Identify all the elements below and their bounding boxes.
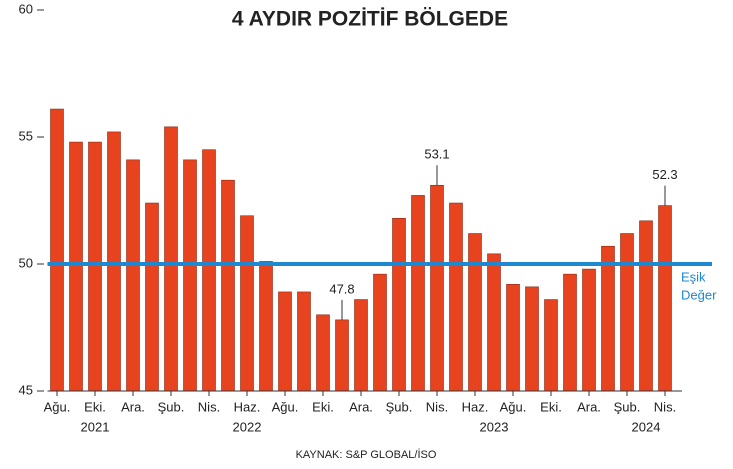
x-tick-label: Şub. xyxy=(386,399,413,414)
data-label: 53.1 xyxy=(424,147,449,162)
y-tick-label: 60 xyxy=(19,1,33,16)
bar xyxy=(544,299,558,392)
data-label: 47.8 xyxy=(329,281,354,296)
y-tick-label: 45 xyxy=(19,382,33,397)
x-tick-label: Ara. xyxy=(121,399,145,414)
bar xyxy=(525,286,539,392)
bar xyxy=(221,179,235,392)
bar xyxy=(449,202,463,392)
bar xyxy=(411,195,425,392)
y-tick-label: 50 xyxy=(19,255,33,270)
bar xyxy=(50,108,64,392)
year-label: 2022 xyxy=(233,419,262,434)
bar xyxy=(88,141,102,392)
bar xyxy=(563,273,577,392)
bar xyxy=(639,220,653,392)
bar xyxy=(487,253,501,392)
bar xyxy=(202,149,216,392)
bar xyxy=(601,245,615,392)
x-tick-label: Ara. xyxy=(349,399,373,414)
x-tick-label: Ağu. xyxy=(272,399,299,414)
bar xyxy=(373,273,387,392)
x-tick-label: Nis. xyxy=(426,399,448,414)
year-label: 2024 xyxy=(632,419,661,434)
x-tick-label: Nis. xyxy=(198,399,220,414)
x-tick-label: Ağu. xyxy=(44,399,71,414)
x-tick-label: Ağu. xyxy=(500,399,527,414)
bar xyxy=(240,215,254,392)
chart-title: 4 AYDIR POZİTİF BÖLGEDE xyxy=(232,8,508,31)
threshold-label: Değer xyxy=(681,287,717,302)
bar xyxy=(354,299,368,392)
year-label: 2023 xyxy=(480,419,509,434)
x-tick-label: Nis. xyxy=(654,399,676,414)
x-tick-label: Şub. xyxy=(158,399,185,414)
bar xyxy=(164,126,178,392)
bar xyxy=(620,233,634,392)
bar xyxy=(126,159,140,392)
bar xyxy=(297,291,311,392)
x-tick-label: Eki. xyxy=(312,399,334,414)
year-label: 2021 xyxy=(81,419,110,434)
bar xyxy=(259,261,273,392)
x-tick-label: Eki. xyxy=(540,399,562,414)
bar xyxy=(392,217,406,392)
bar xyxy=(582,268,596,392)
bar xyxy=(430,184,444,392)
source: KAYNAK: S&P GLOBAL/İSO xyxy=(296,448,437,461)
x-tick-label: Eki. xyxy=(84,399,106,414)
x-tick-label: Ara. xyxy=(577,399,601,414)
bar xyxy=(658,205,672,392)
threshold-label: Eşik xyxy=(681,269,706,284)
y-tick-label: 55 xyxy=(19,128,33,143)
bar xyxy=(183,159,197,392)
bar xyxy=(145,202,159,392)
bar xyxy=(316,314,330,392)
bar xyxy=(506,284,520,392)
bar xyxy=(69,141,83,392)
x-tick-label: Haz. xyxy=(462,399,489,414)
x-tick-label: Şub. xyxy=(614,399,641,414)
data-label: 52.3 xyxy=(652,167,677,182)
bar xyxy=(278,291,292,392)
bar xyxy=(335,319,349,392)
x-tick-label: Haz. xyxy=(234,399,261,414)
bar xyxy=(468,233,482,392)
bar xyxy=(107,131,121,392)
